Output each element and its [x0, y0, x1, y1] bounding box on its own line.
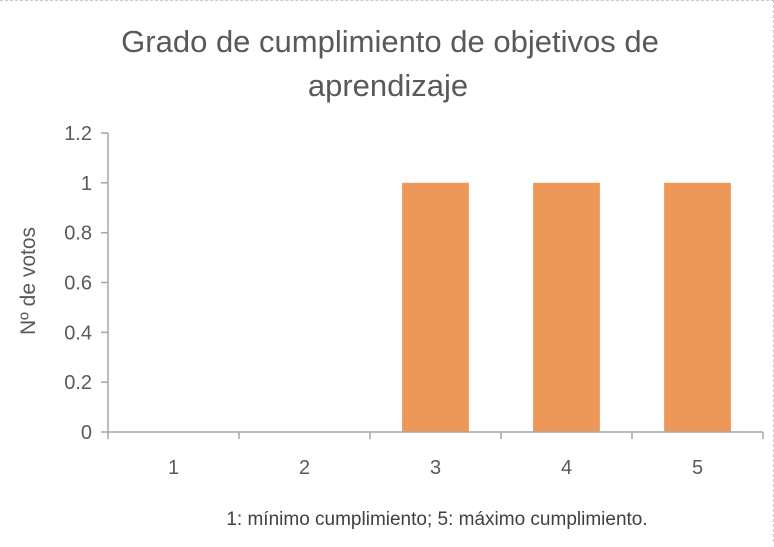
bar-4 — [533, 182, 600, 432]
scale-note: 1: mínimo cumplimiento; 5: máximo cumpli… — [226, 509, 647, 530]
x-tick-label: 1 — [168, 457, 179, 479]
frame-border-top — [0, 0, 774, 1]
x-tick-label: 5 — [692, 457, 703, 479]
y-tick-label: 1 — [81, 173, 92, 195]
x-tick-labels: 1 2 3 4 5 — [168, 457, 703, 479]
bar-3 — [402, 182, 469, 432]
y-tick-label: 1.2 — [64, 123, 92, 145]
y-tick-labels: 0 0.2 0.4 0.6 0.8 1 1.2 — [64, 123, 92, 444]
chart-title-line-2: aprendizaje — [308, 68, 468, 103]
y-tick-label: 0.2 — [64, 372, 92, 394]
x-tick-label: 3 — [430, 457, 441, 479]
y-tick-label: 0.4 — [64, 322, 92, 344]
y-tick-label: 0 — [81, 422, 92, 444]
chart-title-line-1: Grado de cumplimiento de objetivos de — [121, 24, 659, 59]
bars-group — [402, 182, 731, 432]
x-tick-label: 4 — [561, 457, 572, 479]
x-tick-label: 2 — [299, 457, 310, 479]
y-tick-label: 0.8 — [64, 223, 92, 245]
y-axis-title: Nº de votos — [17, 227, 40, 335]
y-tick-label: 0.6 — [64, 273, 92, 295]
axes-group — [101, 132, 764, 439]
bar-5 — [664, 182, 731, 432]
